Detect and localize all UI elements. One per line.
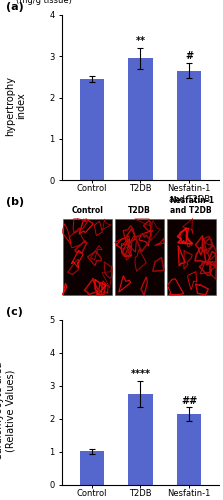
Bar: [177, 414, 201, 485]
Text: #: #: [185, 51, 193, 61]
Bar: [167, 219, 216, 294]
Text: ##: ##: [181, 396, 197, 406]
Bar: [128, 58, 153, 180]
Bar: [128, 394, 153, 485]
Bar: [177, 70, 201, 180]
Text: (b): (b): [6, 196, 24, 206]
Text: T2DB: T2DB: [128, 206, 151, 215]
Bar: [80, 452, 104, 485]
Text: (mg/g tissue): (mg/g tissue): [16, 0, 72, 5]
Text: ****: ****: [130, 370, 151, 380]
Bar: [63, 219, 112, 294]
Text: Nesfatin-1
and T2DB: Nesfatin-1 and T2DB: [169, 196, 214, 215]
Y-axis label: hypertrophy
index: hypertrophy index: [5, 76, 26, 136]
Text: (c): (c): [6, 306, 23, 316]
Y-axis label: Cardiomyocyte area
(Relative Values): Cardiomyocyte area (Relative Values): [0, 362, 16, 460]
Bar: [80, 79, 104, 180]
Text: **: **: [136, 36, 145, 46]
Bar: [115, 219, 164, 294]
Text: Control: Control: [71, 206, 103, 215]
Text: (a): (a): [6, 2, 24, 12]
